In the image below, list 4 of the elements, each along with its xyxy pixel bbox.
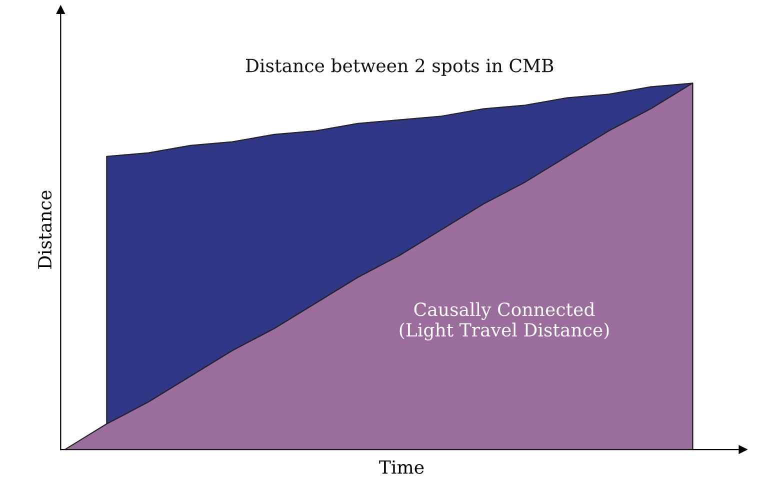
x-axis-title: Time <box>379 460 424 474</box>
y-axis-title: Distance <box>38 190 52 269</box>
series-label: Distance between 2 spots in CMB <box>246 58 554 76</box>
series-label: Causally Connected (Light Travel Distance) <box>400 302 609 340</box>
